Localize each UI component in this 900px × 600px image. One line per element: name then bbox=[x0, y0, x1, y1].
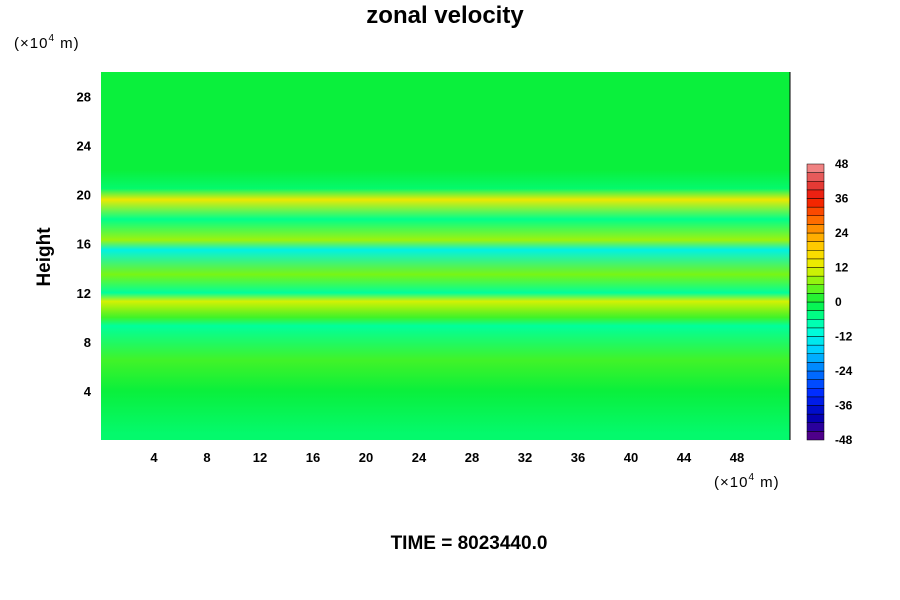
colorbar-tick-label: 24 bbox=[835, 226, 849, 240]
colorbar-bin bbox=[806, 206, 825, 216]
colorbar-bin bbox=[806, 250, 825, 260]
colorbar-tick-label: 48 bbox=[835, 157, 849, 171]
time-annotation: TIME = 8023440.0 bbox=[391, 533, 548, 554]
colorbar-bin bbox=[806, 344, 825, 354]
colorbar-bin bbox=[806, 284, 825, 294]
chart-title: zonal velocity bbox=[366, 2, 524, 29]
colorbar-bin bbox=[806, 310, 825, 320]
colorbar-bin bbox=[806, 215, 825, 225]
colorbar-bin bbox=[806, 327, 825, 337]
colorbar-bin bbox=[806, 163, 825, 173]
colorbar-bin bbox=[806, 336, 825, 346]
colorbar-bin bbox=[806, 362, 825, 372]
colorbar-tick-label: 12 bbox=[835, 261, 849, 275]
y-axis-unit: (×104 m) bbox=[14, 33, 80, 52]
x-axis-unit: (×104 m) bbox=[714, 472, 780, 491]
x-tick-label: 28 bbox=[465, 450, 479, 465]
colorbar-bin bbox=[806, 370, 825, 380]
x-tick-label: 12 bbox=[253, 450, 267, 465]
colorbar-bin bbox=[806, 379, 825, 389]
y-tick-label: 8 bbox=[84, 335, 91, 350]
x-tick-label: 4 bbox=[150, 450, 158, 465]
y-tick-label: 12 bbox=[77, 286, 91, 301]
colorbar-bin bbox=[806, 422, 825, 432]
colorbar-bin bbox=[806, 413, 825, 423]
colorbar-bin bbox=[806, 405, 825, 415]
colorbar-bin bbox=[806, 267, 825, 277]
x-tick-label: 40 bbox=[624, 450, 638, 465]
x-tick-label: 44 bbox=[677, 450, 692, 465]
colorbar-bin bbox=[806, 319, 825, 329]
y-axis-label: Height bbox=[34, 227, 55, 287]
colorbar-tick-label: -24 bbox=[835, 364, 853, 378]
colorbar-bin bbox=[806, 258, 825, 268]
y-tick-label: 28 bbox=[77, 90, 91, 105]
x-tick-label: 8 bbox=[203, 450, 210, 465]
colorbar-bin bbox=[806, 431, 825, 441]
y-tick-label: 4 bbox=[84, 384, 92, 399]
colorbar-tick-label: -48 bbox=[835, 433, 853, 447]
colorbar-bin bbox=[806, 275, 825, 285]
x-tick-label: 20 bbox=[359, 450, 373, 465]
x-tick-label: 32 bbox=[518, 450, 532, 465]
colorbar-bin bbox=[806, 224, 825, 234]
y-tick-label: 16 bbox=[77, 237, 91, 252]
colorbar-tick-label: 36 bbox=[835, 192, 849, 206]
velocity-field bbox=[101, 72, 790, 440]
colorbar-bin bbox=[806, 189, 825, 199]
colorbar bbox=[806, 163, 825, 441]
colorbar-bin bbox=[806, 232, 825, 242]
velocity-field-area bbox=[101, 72, 790, 440]
colorbar-bin bbox=[806, 353, 825, 363]
colorbar-bin bbox=[806, 293, 825, 303]
colorbar-bin bbox=[806, 241, 825, 251]
colorbar-tick-label: 0 bbox=[835, 295, 842, 309]
colorbar-bin bbox=[806, 172, 825, 182]
x-tick-label: 16 bbox=[306, 450, 320, 465]
colorbar-bin bbox=[806, 396, 825, 406]
colorbar-bin bbox=[806, 198, 825, 208]
colorbar-bin bbox=[806, 181, 825, 191]
y-axis-ticks: 4 8 12 16 20 24 28 bbox=[77, 90, 92, 399]
colorbar-tick-label: -12 bbox=[835, 330, 853, 344]
colorbar-tick-label: -36 bbox=[835, 399, 853, 413]
x-tick-label: 24 bbox=[412, 450, 427, 465]
colorbar-bin bbox=[806, 301, 825, 311]
y-tick-label: 24 bbox=[77, 139, 92, 154]
colorbar-bin bbox=[806, 388, 825, 398]
x-tick-label: 36 bbox=[571, 450, 585, 465]
y-tick-label: 20 bbox=[77, 188, 91, 203]
colorbar-ticks: 48 36 24 12 0 -12 -24 -36 -48 bbox=[835, 157, 853, 447]
x-axis-ticks: 4 8 12 16 20 24 28 32 36 40 44 48 bbox=[150, 450, 744, 465]
x-tick-label: 48 bbox=[730, 450, 744, 465]
